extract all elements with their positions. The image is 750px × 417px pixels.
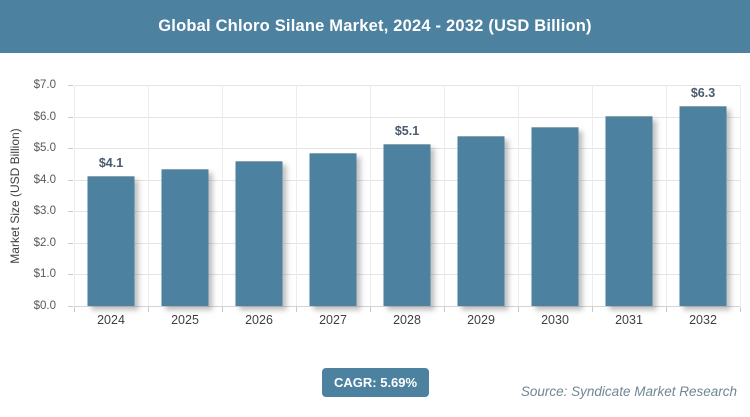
bar-2024	[87, 175, 135, 306]
x-axis-line	[74, 306, 740, 307]
y-tick-mark	[68, 85, 73, 86]
bar-2027	[309, 153, 357, 306]
bar-column-2026	[222, 85, 296, 306]
x-tick-label-2027: 2027	[319, 313, 347, 327]
y-tick-label: $1.0	[33, 268, 56, 281]
y-tick-label: $4.0	[33, 173, 56, 186]
source-attribution: Source: Syndicate Market Research	[520, 384, 737, 399]
y-tick-label: $6.0	[33, 110, 56, 123]
x-tick-label-2024: 2024	[97, 313, 125, 327]
bar-column-2032: $6.3	[666, 85, 740, 306]
x-tick-label-2026: 2026	[245, 313, 273, 327]
y-tick-mark	[68, 148, 73, 150]
gridline-vertical	[666, 85, 667, 306]
y-tick-label: $5.0	[33, 142, 56, 155]
gridline-vertical	[296, 85, 297, 306]
bar-2029	[457, 136, 505, 306]
bar-column-2024: $4.1	[74, 85, 148, 306]
cagr-badge: CAGR: 5.69%	[322, 368, 430, 397]
x-tick-mark	[740, 307, 741, 312]
bar-column-2030	[518, 85, 592, 306]
y-tick-mark	[68, 179, 73, 181]
x-tick-label-2031: 2031	[615, 313, 643, 327]
gridline-vertical	[518, 85, 519, 306]
bar-column-2028: $5.1	[370, 85, 444, 306]
x-tick-label-2025: 2025	[171, 313, 199, 327]
x-tick-label-2030: 2030	[541, 313, 569, 327]
y-tick-mark	[68, 306, 73, 307]
bar-2032	[679, 106, 727, 306]
y-tick-label: $2.0	[33, 236, 56, 249]
gridline-horizontal	[74, 116, 740, 118]
x-tick-mark	[148, 307, 149, 312]
y-axis-title: Market Size (USD Billion)	[8, 128, 22, 264]
bar-2028	[383, 144, 431, 306]
bar-column-2025	[148, 85, 222, 306]
x-tick-label-2028: 2028	[393, 313, 421, 327]
x-tick-mark	[444, 307, 445, 312]
chart-title-bar: Global Chloro Silane Market, 2024 - 2032…	[0, 0, 750, 53]
y-tick-mark	[68, 116, 73, 118]
bar-2030	[531, 126, 579, 306]
gridline-vertical	[444, 85, 445, 306]
gridline-horizontal	[74, 85, 740, 86]
gridline-vertical	[148, 85, 149, 306]
x-tick-mark	[296, 307, 297, 312]
y-tick-label: $3.0	[33, 205, 56, 218]
x-tick-mark	[74, 307, 75, 312]
bar-column-2029	[444, 85, 518, 306]
x-tick-label-2029: 2029	[467, 313, 495, 327]
x-tick-label-2032: 2032	[689, 313, 717, 327]
bar-column-2031	[592, 85, 666, 306]
bar-2025	[161, 169, 209, 306]
bar-column-2027	[296, 85, 370, 306]
data-label-2024: $4.1	[98, 155, 124, 170]
y-tick-label: $7.0	[33, 79, 56, 91]
y-tick-label: $0.0	[33, 300, 56, 312]
x-tick-mark	[666, 307, 667, 312]
data-label-2028: $5.1	[394, 124, 420, 138]
chart-title: Global Chloro Silane Market, 2024 - 2032…	[158, 17, 592, 35]
gridline-vertical	[740, 85, 741, 306]
gridline-vertical	[592, 85, 593, 306]
y-tick-mark	[68, 211, 73, 213]
bar-2026	[235, 161, 283, 306]
x-tick-mark	[222, 307, 223, 312]
y-tick-mark	[68, 274, 73, 276]
data-label-2032: $6.3	[690, 86, 716, 101]
bar-2031	[605, 115, 653, 306]
gridline-vertical	[370, 85, 371, 306]
plot-area: $4.1 $5.1 $6.3	[68, 85, 741, 312]
gridline-vertical	[222, 85, 223, 306]
x-tick-mark	[592, 307, 593, 312]
gridline-vertical	[74, 85, 75, 306]
x-tick-mark	[370, 307, 371, 312]
x-tick-mark	[518, 307, 519, 312]
y-tick-mark	[68, 242, 73, 244]
